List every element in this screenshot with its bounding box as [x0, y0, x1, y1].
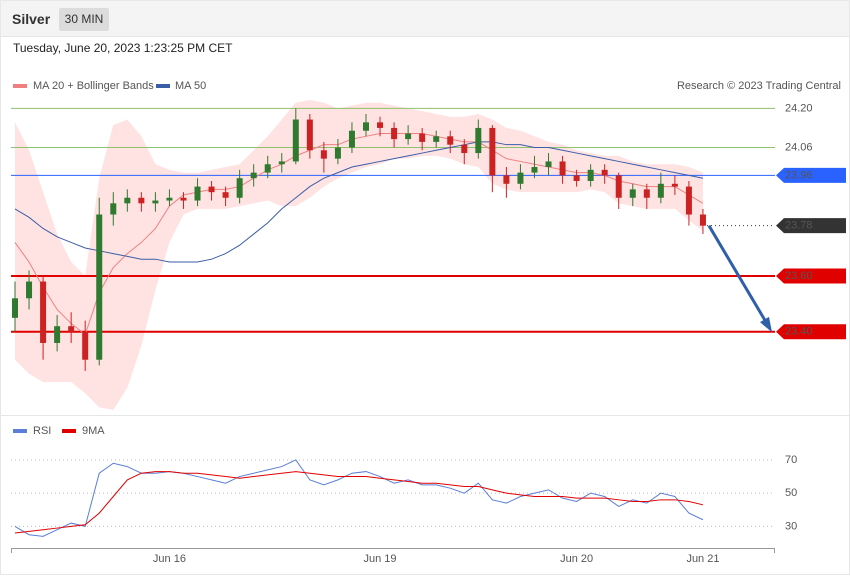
level-badge	[776, 167, 846, 183]
candle-body	[54, 326, 61, 343]
timestamp: Tuesday, June 20, 2023 1:23:25 PM CET	[13, 41, 233, 55]
legend-label: MA 20 + Bollinger Bands	[33, 80, 154, 92]
candle-body	[264, 164, 271, 173]
candle-body	[489, 127, 496, 176]
candle-body	[110, 203, 117, 215]
legend-label: MA 50	[175, 80, 206, 92]
candle-body	[391, 127, 398, 140]
header-bar: Silver 30 MIN	[0, 0, 850, 37]
interval-badge[interactable]: 30 MIN	[59, 8, 109, 31]
x-tick-label: Jun 21	[686, 553, 719, 565]
candle-body	[699, 214, 706, 226]
candle-body	[320, 150, 327, 159]
candle-body	[82, 331, 89, 360]
level-label: 23.78	[785, 220, 813, 232]
y-tick-label: 30	[785, 520, 797, 532]
legend-label: 9MA	[82, 425, 105, 437]
candle-body	[363, 122, 369, 131]
candle-body	[615, 175, 622, 198]
candle-body	[26, 281, 33, 299]
candle-body	[278, 161, 285, 165]
legend-swatch	[62, 429, 76, 433]
candle-body	[377, 122, 384, 128]
legend-swatch	[13, 84, 27, 88]
bollinger-band	[15, 100, 703, 410]
indicator-line	[14, 459, 704, 537]
candle-body	[531, 167, 538, 173]
candle-body	[433, 136, 440, 142]
candle-body	[559, 161, 566, 176]
level-label: 24.06	[785, 141, 813, 153]
candle-body	[419, 133, 426, 142]
candle-body	[208, 186, 215, 193]
legend-label: RSI	[33, 425, 51, 437]
candle-body	[503, 175, 510, 184]
candle-body	[166, 197, 173, 201]
instrument-title: Silver	[12, 11, 51, 27]
x-tick-label: Jun 20	[560, 553, 593, 565]
candle-body	[517, 172, 524, 184]
candle-body	[152, 200, 159, 204]
candle-body	[685, 186, 692, 215]
candle-body	[334, 147, 341, 159]
y-tick-label: 70	[785, 454, 797, 466]
candle-body	[657, 183, 664, 198]
candle-body	[138, 197, 145, 204]
level-label: 23.60	[785, 270, 813, 282]
candle-body	[68, 326, 75, 332]
candle-body	[405, 133, 412, 140]
candle-body	[40, 281, 47, 343]
y-tick-label: 50	[785, 487, 797, 499]
level-badge	[776, 218, 846, 234]
candle-body	[643, 189, 650, 198]
candle-body	[447, 136, 454, 145]
level-label: 24.20	[785, 102, 813, 114]
level-label: 23.96	[785, 169, 813, 181]
candle-body	[12, 298, 18, 318]
candle-body	[461, 144, 468, 154]
candle-body	[587, 169, 594, 181]
legend-swatch	[156, 84, 170, 88]
candle-body	[124, 197, 131, 204]
candle-body	[180, 197, 187, 201]
x-tick-label: Jun 16	[153, 553, 186, 565]
forecast-arrow	[707, 224, 772, 330]
candle-body	[236, 178, 243, 198]
ma-line	[14, 141, 704, 263]
forecast-arrowhead	[760, 316, 773, 333]
candle-body	[475, 127, 482, 154]
credit: Research © 2023 Trading Central	[677, 80, 841, 92]
candle-body	[348, 130, 355, 148]
candle-body	[601, 169, 608, 176]
x-tick-label: Jun 19	[364, 553, 397, 565]
candle-body	[292, 119, 299, 162]
indicator-line	[14, 471, 704, 534]
candle-body	[96, 214, 103, 360]
candle-body	[573, 175, 580, 181]
level-badge	[776, 324, 846, 340]
candle-body	[222, 192, 229, 198]
level-badge	[776, 268, 846, 284]
candle-body	[545, 161, 552, 168]
candle-body	[194, 186, 201, 201]
level-label: 23.40	[785, 326, 813, 338]
candle-body	[306, 119, 313, 151]
candle-body	[671, 183, 678, 187]
candle-body	[250, 172, 257, 179]
candle-body	[629, 189, 636, 198]
legend-swatch	[13, 429, 27, 433]
